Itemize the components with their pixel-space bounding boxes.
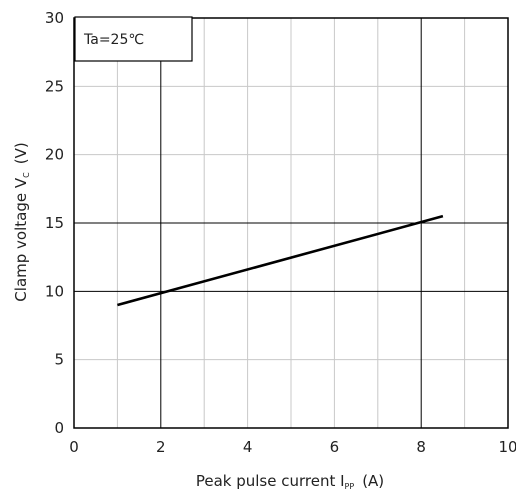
y-axis-label-main: Clamp voltage V bbox=[12, 177, 30, 302]
x-tick-label: 6 bbox=[330, 438, 340, 456]
condition-annotation: Ta=25℃ bbox=[74, 16, 193, 62]
y-tick-label: 30 bbox=[45, 9, 64, 27]
series-layer bbox=[117, 214, 444, 307]
x-axis-label-main: Peak pulse current I bbox=[196, 472, 345, 490]
x-axis-label-subscript: PP bbox=[345, 482, 355, 490]
y-axis-label-unit: (V) bbox=[12, 142, 30, 164]
x-tick-label: 0 bbox=[69, 438, 79, 456]
x-axis-label: Peak pulse current IPP (A) bbox=[196, 472, 384, 490]
x-tick-label: 8 bbox=[416, 438, 426, 456]
annotation-text: Ta=25℃ bbox=[83, 32, 144, 48]
y-tick-label: 5 bbox=[54, 351, 64, 369]
y-tick-label: 0 bbox=[54, 419, 64, 437]
annotation-box bbox=[74, 16, 193, 62]
y-tick-label: 20 bbox=[45, 146, 64, 164]
major-gridlines bbox=[74, 18, 508, 428]
series-line bbox=[117, 214, 444, 307]
x-tick-label: 4 bbox=[243, 438, 253, 456]
y-axis-label: Clamp voltage VC (V) bbox=[12, 142, 31, 301]
plot-area-frame bbox=[73, 17, 509, 429]
x-tick-label: 2 bbox=[156, 438, 166, 456]
y-axis-label-subscript: C bbox=[22, 172, 31, 178]
y-tick-label: 10 bbox=[45, 282, 64, 300]
x-tick-labels: 0 2 4 6 8 10 bbox=[69, 438, 516, 456]
y-tick-label: 25 bbox=[45, 77, 64, 95]
y-tick-label: 15 bbox=[45, 214, 64, 232]
x-axis-label-unit: (A) bbox=[362, 472, 384, 490]
y-tick-labels: 0 5 10 15 20 25 30 bbox=[45, 9, 64, 437]
x-tick-label: 10 bbox=[498, 438, 516, 456]
